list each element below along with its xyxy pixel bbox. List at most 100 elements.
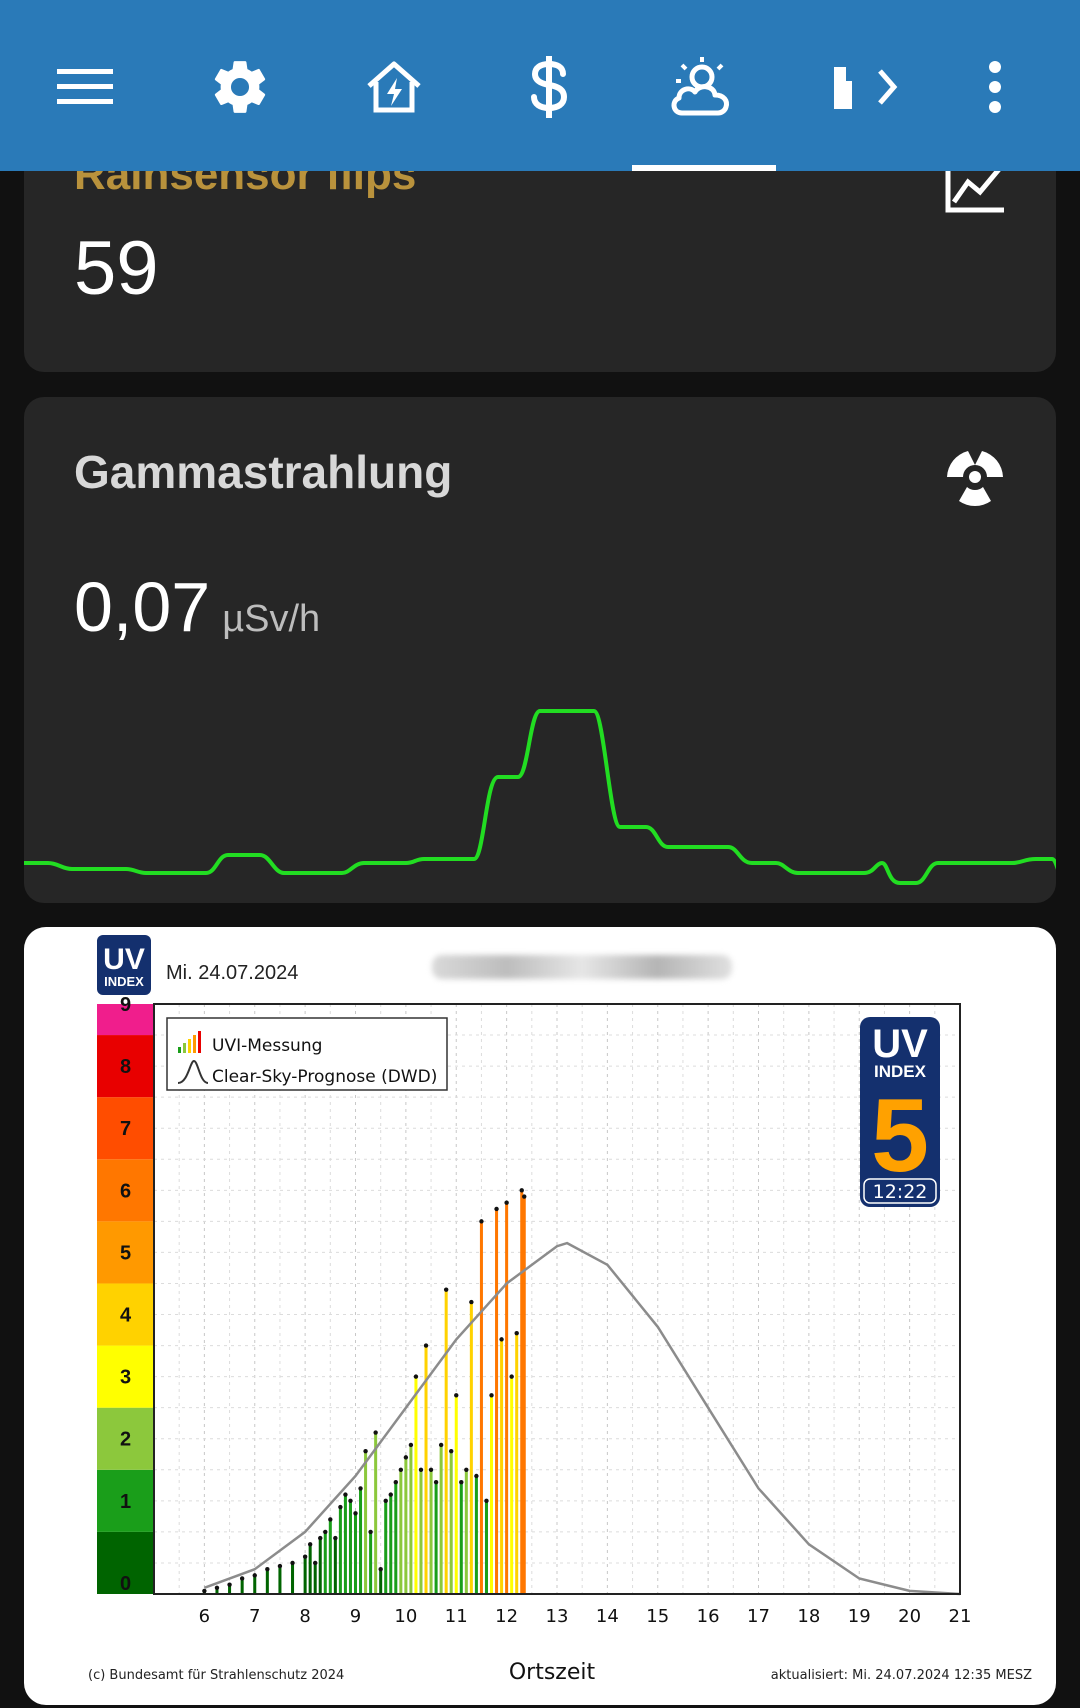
uvi-band-0 [97,1531,154,1594]
uvi-band-7 [97,1097,154,1160]
chart-date: Mi. 24.07.2024 [166,962,298,984]
uvi-point [514,1330,519,1336]
uvi-point [373,1430,378,1435]
uvi-bar [449,1451,453,1594]
uvi-point [378,1566,383,1572]
uvi-bar [419,1469,423,1594]
uvi-bar [490,1395,494,1594]
gamma-card[interactable]: Gammastrahlung 0,07 µSv/h [24,397,1056,903]
x-tick-label: 17 [747,1606,770,1627]
menu-icon[interactable] [40,42,130,132]
legend-forecast-label: Clear-Sky-Prognose (DWD) [212,1067,437,1087]
more-vertical-icon[interactable] [950,42,1040,132]
uvi-point [328,1517,333,1522]
uvi-bar [348,1500,352,1594]
uvi-point [449,1448,454,1454]
uvi-point [433,1480,439,1485]
uvi-bar [359,1488,363,1594]
y-tick-label: 8 [120,1056,131,1078]
uvi-point [509,1374,514,1379]
uvi-band-9 [97,1004,154,1036]
home-energy-icon[interactable] [349,42,439,132]
y-tick-label: 1 [120,1491,131,1513]
legend-bar-1 [178,1047,181,1053]
uvi-point [489,1393,494,1398]
uvi-point [522,1194,527,1199]
badge-time: 12:22 [873,1181,928,1203]
uvi-point [418,1467,424,1472]
x-tick-label: 21 [949,1606,972,1627]
y-tick-label: 0 [120,1573,131,1595]
legend-bar-3 [188,1039,191,1053]
door-arrow-icon[interactable] [813,42,923,132]
uvi-bar [434,1482,438,1594]
uvi-band-1 [97,1469,154,1532]
uvi-point [290,1560,295,1566]
y-tick-label: 6 [120,1180,131,1202]
uvi-point [227,1582,232,1587]
uvi-bar [474,1476,478,1594]
uvi-point [348,1498,353,1504]
uvi-point [474,1473,479,1479]
chart-line-icon[interactable] [944,160,1006,219]
uvi-bar [303,1556,307,1594]
uvi-bar [444,1289,448,1594]
uvi-point [413,1374,419,1379]
clear-sky-forecast-line [203,1241,961,1596]
dollar-icon[interactable] [504,42,594,132]
settings-gear-icon[interactable] [195,42,285,132]
uvi-bar [328,1519,332,1594]
uvi-point [479,1219,484,1224]
x-axis-ticks: 6 7 8 9 10 11 12 13 14 15 16 17 18 19 20 21 [199,1606,972,1627]
uvi-bar [323,1531,327,1594]
legend-bar-4 [193,1035,196,1053]
x-tick-label: 10 [394,1606,417,1627]
uvi-bar [439,1444,443,1594]
y-tick-label: 2 [120,1429,131,1451]
x-tick-label: 11 [445,1606,468,1627]
uvi-bar [291,1562,295,1594]
uvi-bar [384,1500,388,1594]
chart-grid [154,1004,961,1594]
uvi-bar [464,1469,468,1594]
uvi-bar [404,1457,408,1594]
uvi-point [265,1566,270,1572]
badge-value: 5 [871,1078,929,1194]
uvi-bar [515,1333,519,1594]
uvi-point [403,1455,409,1460]
uvi-bar [505,1202,509,1594]
uv-current-badge: UV INDEX 5 12:22 [860,1017,940,1207]
uvi-point [428,1467,434,1472]
uvi-point [313,1560,318,1566]
uvi-point [408,1442,414,1448]
uvi-point [252,1573,257,1578]
uvi-bar [459,1482,463,1594]
uvi-point [358,1486,363,1491]
x-tick-label: 13 [546,1606,569,1627]
uvi-bar [429,1469,433,1594]
uvi-point [423,1343,429,1348]
uvi-bar [353,1513,358,1594]
uvi-bar [399,1469,403,1594]
uvi-point [338,1504,343,1510]
uvi-bar [374,1432,378,1594]
uvi-point [464,1467,469,1472]
y-tick-label: 4 [120,1305,132,1327]
uvi-point [484,1498,489,1504]
uvi-point [499,1337,504,1342]
weather-partly-cloudy-icon[interactable] [658,42,748,132]
uvi-point [323,1529,328,1535]
uvi-bar [343,1494,347,1594]
gamma-sparkline [24,709,1056,885]
legend-forecast-symbol [177,1059,209,1084]
uvi-bar [338,1507,342,1594]
uvi-bar [394,1482,398,1594]
uvi-point [443,1287,449,1292]
uvi-bar [510,1376,514,1594]
uvi-bar [484,1500,488,1594]
uvi-bar [500,1339,504,1594]
x-axis-title: Ortszeit [509,1660,596,1685]
uvi-point [438,1442,444,1448]
uvi-point [368,1529,373,1535]
uvi-bar [313,1562,317,1594]
